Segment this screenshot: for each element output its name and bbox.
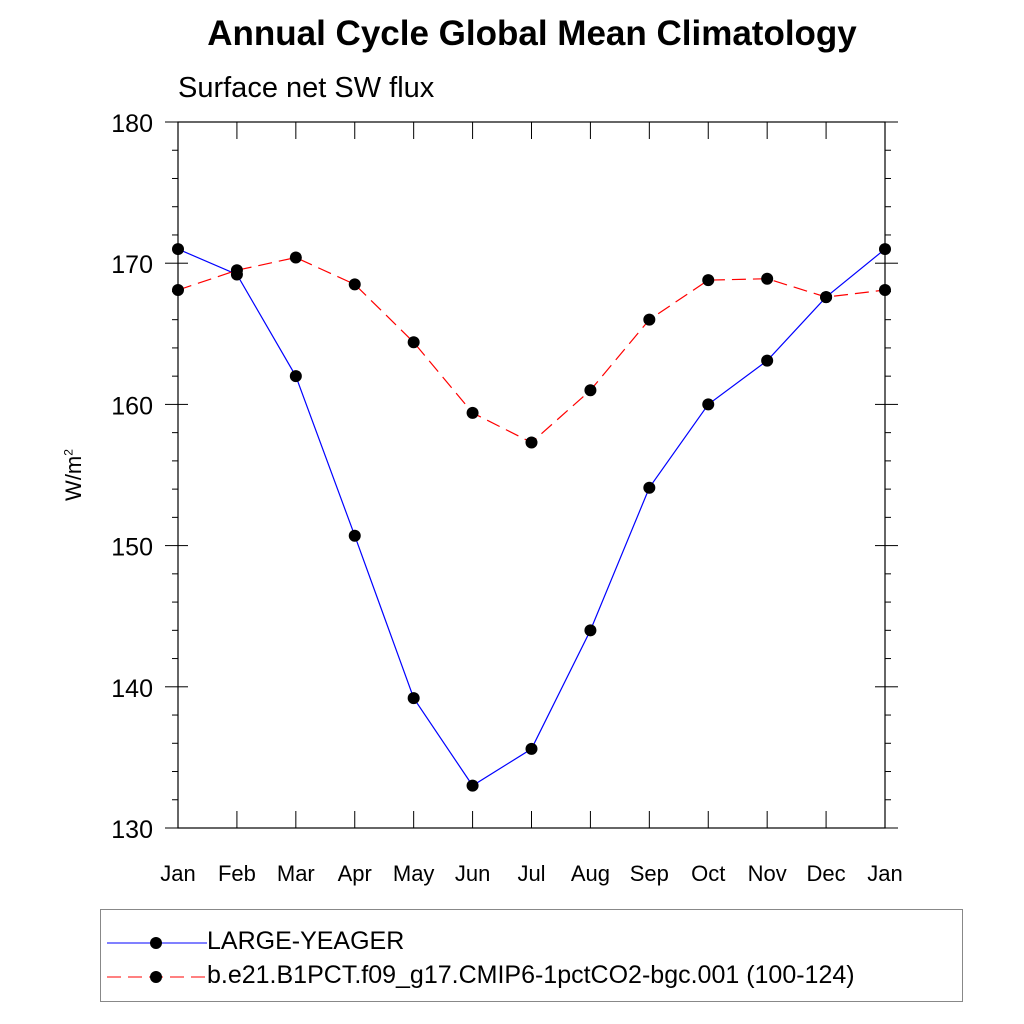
series-line-1	[177, 248, 886, 787]
series-2-point	[761, 272, 774, 285]
x-tick-label: Mar	[277, 861, 315, 886]
y-tick-label: 170	[111, 251, 153, 279]
series-2-point	[289, 251, 302, 264]
series-1-point	[702, 398, 715, 411]
y-tick-label: 140	[111, 675, 153, 703]
series-2-point	[525, 436, 538, 449]
axis-ticks: Jan Feb Mar Apr May Jun Jul Aug Sep Oct Nov Dec Jan 1…	[111, 110, 902, 886]
series-2-point	[230, 264, 243, 277]
legend-label-2: b.e21.B1PCT.f09_g17.CMIP6-1pctCO2-bgc.00…	[207, 961, 855, 989]
y-tick-label: 180	[111, 110, 153, 138]
series-2-point	[466, 406, 479, 419]
legend-entry-2: b.e21.B1PCT.f09_g17.CMIP6-1pctCO2-bgc.00…	[101, 958, 962, 994]
x-tick-label: Nov	[748, 861, 787, 886]
series-2-point	[348, 278, 361, 291]
x-tick-label: Jan	[867, 861, 902, 886]
chart-subtitle: Surface net SW flux	[178, 72, 435, 104]
series-1-point	[466, 779, 479, 792]
series-1-point	[643, 481, 656, 494]
legend: LARGE-YEAGER b.e21.B1PCT.f09_g17.CMIP6-1…	[100, 909, 963, 1002]
x-tick-label: May	[393, 861, 435, 886]
series-2-point	[643, 313, 656, 326]
series-1-point	[525, 742, 538, 755]
x-tick-label: Aug	[571, 861, 610, 886]
y-tick-label: 150	[111, 534, 153, 562]
legend-label-1: LARGE-YEAGER	[207, 927, 405, 955]
series-1-point	[289, 370, 302, 383]
y-tick-label: 130	[111, 816, 153, 844]
legend-swatch-1	[107, 937, 207, 949]
x-tick-label: Dec	[807, 861, 846, 886]
x-tick-label: Jun	[455, 861, 490, 886]
y-tick-label: 160	[111, 392, 153, 420]
series-2-point	[584, 384, 597, 397]
series-2-point	[820, 291, 833, 304]
x-tick-label: Sep	[630, 861, 669, 886]
legend-swatch-2	[107, 971, 207, 983]
series-line-2	[177, 256, 886, 444]
series-1-point	[407, 692, 420, 705]
series-1-point	[348, 529, 361, 542]
x-tick-label: Apr	[338, 861, 372, 886]
series-2-point	[407, 336, 420, 349]
legend-entry-1: LARGE-YEAGER	[101, 924, 962, 960]
series-layer	[172, 243, 891, 792]
series-1-point	[761, 354, 774, 367]
plot-frame	[177, 121, 886, 829]
x-tick-label: Oct	[691, 861, 725, 886]
x-tick-label: Feb	[218, 861, 256, 886]
series-2-point	[702, 274, 715, 287]
series-1-point	[584, 624, 597, 637]
chart-title: Annual Cycle Global Mean Climatology	[207, 14, 857, 53]
x-tick-label: Jul	[517, 861, 545, 886]
x-tick-label: Jan	[160, 861, 195, 886]
